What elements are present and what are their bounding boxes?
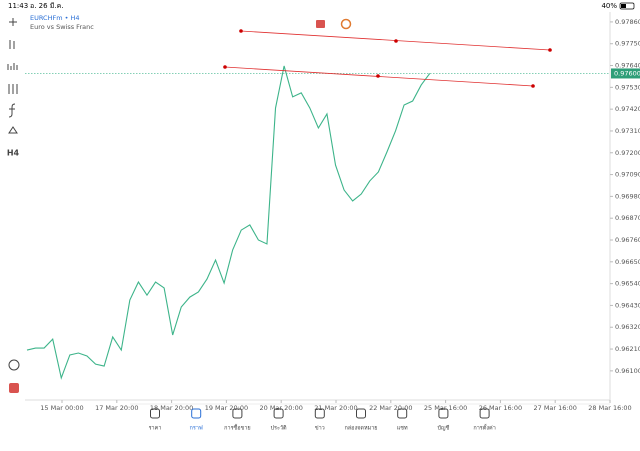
nav-label[interactable]: บัญชี <box>437 425 449 432</box>
plot: 0.97860 0.97750 0.97640 0.97530 0.97420 0.973… <box>25 18 640 412</box>
nav-icon[interactable] <box>438 408 449 419</box>
nav-icon[interactable] <box>314 408 325 419</box>
x-tick-label: 27 Mar 16:00 <box>533 404 576 412</box>
function-tool[interactable] <box>8 103 16 118</box>
trend-point[interactable] <box>239 29 243 33</box>
nav-icon[interactable] <box>479 408 490 419</box>
flag-icon <box>316 20 325 28</box>
y-tick-label: 0.96210 <box>615 345 640 353</box>
nav-label[interactable]: กราฟ <box>190 425 203 432</box>
nav-label[interactable]: กล่องจดหมาย <box>344 426 377 432</box>
x-tick-label: 20 Mar 20:00 <box>259 404 302 412</box>
nav-icon[interactable] <box>150 408 160 419</box>
trend-lines <box>223 29 552 88</box>
y-tick-label: 0.96980 <box>615 192 640 200</box>
y-tick-label: 0.97750 <box>615 40 640 48</box>
symbol-description: Euro vs Swiss Franc <box>30 23 94 31</box>
status-battery: 40% <box>601 2 617 10</box>
nav-icon[interactable] <box>356 408 366 419</box>
y-tick-label: 0.96870 <box>615 214 640 222</box>
y-tick-label: 0.96540 <box>615 280 640 288</box>
trade-tool[interactable] <box>9 383 19 393</box>
bottom-nav: ราคา กราฟ การซื้อขาย ประวัติ ข่าว กล่องจดหมาย… <box>149 408 496 432</box>
x-tick-label: 17 Mar 20:00 <box>95 404 138 412</box>
y-tick-label: 0.97200 <box>615 149 640 157</box>
y-tick-label: 0.96430 <box>615 301 640 309</box>
trend-point[interactable] <box>394 39 398 43</box>
battery-level <box>621 4 626 8</box>
x-tick-label: 26 Mar 16:00 <box>479 404 522 412</box>
nav-label[interactable]: แชท <box>397 425 408 432</box>
x-tick-label: 22 Mar 20:00 <box>369 404 412 412</box>
trend-point[interactable] <box>376 74 380 78</box>
price-line <box>26 65 431 380</box>
x-tick-label: 28 Mar 16:00 <box>588 404 631 412</box>
nav-label[interactable]: ราคา <box>149 426 162 432</box>
left-toolbar: H4 <box>7 18 20 393</box>
y-tick-label: 0.97860 <box>615 18 640 26</box>
y-tick-label: 0.97530 <box>615 83 640 91</box>
y-tick-label: 0.96650 <box>615 258 640 266</box>
nav-icon[interactable] <box>232 408 243 419</box>
oneclick-tool[interactable] <box>8 359 20 371</box>
y-tick-label: 0.96760 <box>615 236 640 244</box>
x-tick-label: 15 Mar 00:00 <box>40 404 83 412</box>
trend-point[interactable] <box>548 48 552 52</box>
chart-type-tool[interactable] <box>9 40 15 49</box>
y-tick-label: 0.96100 <box>615 367 640 375</box>
battery-icon <box>619 2 635 10</box>
nav-label[interactable]: การตั้งค่า <box>473 424 495 432</box>
nav-label[interactable]: ประวัติ <box>271 425 287 432</box>
y-tick-label: 0.97420 <box>615 105 640 113</box>
current-price-label: 0.97600 <box>614 69 640 77</box>
currency-icon <box>340 18 352 30</box>
x-tick-label: 21 Mar 20:00 <box>314 404 357 412</box>
status-date: อ. 26 มี.ค. <box>30 2 64 10</box>
nav-icon[interactable] <box>273 408 284 419</box>
nav-label[interactable]: ข่าว <box>315 426 325 432</box>
crosshair-tool[interactable] <box>9 18 17 26</box>
x-tick-label: 19 Mar 20:00 <box>205 404 248 412</box>
y-tick-label: 0.96320 <box>615 323 640 331</box>
x-tick-label: 25 Mar 16:00 <box>424 404 467 412</box>
trend-point[interactable] <box>531 84 535 88</box>
status-time: 11:43 <box>8 2 28 10</box>
objects-tool[interactable] <box>8 126 18 134</box>
nav-icon[interactable] <box>191 408 202 419</box>
y-tick-label: 0.97090 <box>615 171 640 179</box>
symbol: EURCHFm • H4 <box>30 14 80 22</box>
current-price-box <box>611 68 640 79</box>
nav-icon[interactable] <box>397 408 408 419</box>
trend-point[interactable] <box>223 65 227 69</box>
y-tick-label: 0.97640 <box>615 62 640 70</box>
settings-tool[interactable] <box>8 84 18 94</box>
indicators-tool[interactable] <box>7 63 18 70</box>
nav-label[interactable]: การซื้อขาย <box>224 424 250 432</box>
x-tick-label: 18 Mar 20:00 <box>150 404 193 412</box>
timeframe[interactable]: H4 <box>7 149 20 158</box>
y-tick-label: 0.97310 <box>615 127 640 135</box>
